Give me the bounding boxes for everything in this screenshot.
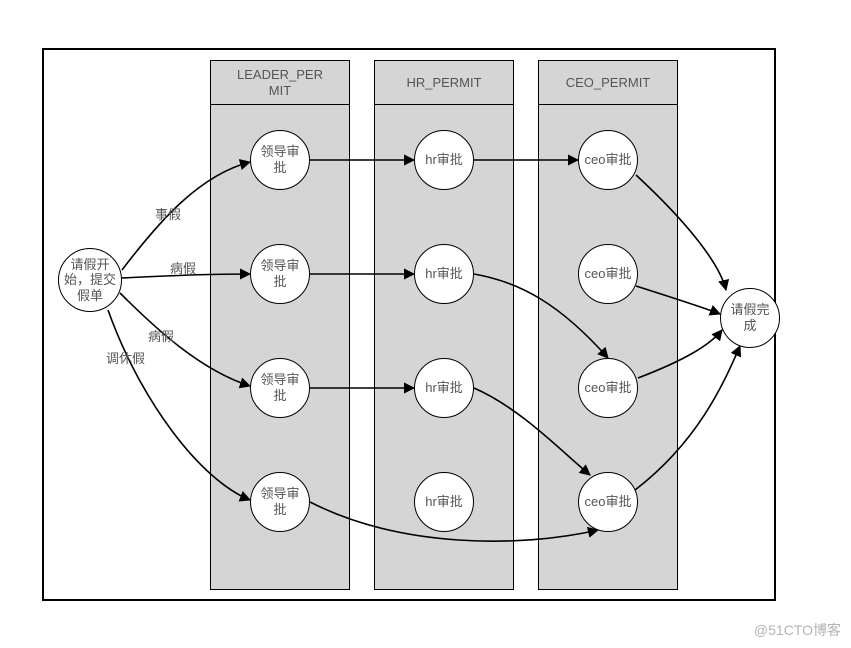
node-ceo3: ceo审批	[578, 358, 638, 418]
column-header-ceo: CEO_PERMIT	[539, 61, 677, 105]
node-leader1: 领导审批	[250, 130, 310, 190]
node-ceo4: ceo审批	[578, 472, 638, 532]
node-hr1: hr审批	[414, 130, 474, 190]
node-label-start: 请假开始，提交假单	[63, 257, 117, 304]
watermark: @51CTO博客	[754, 620, 841, 640]
node-label-ceo2: ceo审批	[585, 266, 632, 282]
column-header-hr: HR_PERMIT	[375, 61, 513, 105]
node-label-hr4: hr审批	[425, 494, 463, 510]
node-leader3: 领导审批	[250, 358, 310, 418]
edge-label-1: 病假	[170, 258, 196, 277]
node-start: 请假开始，提交假单	[58, 248, 122, 312]
node-hr2: hr审批	[414, 244, 474, 304]
node-leader2: 领导审批	[250, 244, 310, 304]
node-label-leader1: 领导审批	[255, 144, 305, 175]
edge-label-0: 事假	[155, 204, 181, 223]
node-hr4: hr审批	[414, 472, 474, 532]
edge-label-3: 调休假	[106, 348, 145, 367]
node-label-hr2: hr审批	[425, 266, 463, 282]
node-hr3: hr审批	[414, 358, 474, 418]
node-label-hr1: hr审批	[425, 152, 463, 168]
node-label-leader2: 领导审批	[255, 258, 305, 289]
node-label-ceo4: ceo审批	[585, 494, 632, 510]
node-label-ceo1: ceo审批	[585, 152, 632, 168]
node-label-leader4: 领导审批	[255, 486, 305, 517]
node-ceo1: ceo审批	[578, 130, 638, 190]
node-leader4: 领导审批	[250, 472, 310, 532]
node-label-hr3: hr审批	[425, 380, 463, 396]
node-label-leader3: 领导审批	[255, 372, 305, 403]
edge-label-2: 病假	[148, 326, 174, 345]
column-header-leader: LEADER_PERMIT	[211, 61, 349, 105]
node-ceo2: ceo审批	[578, 244, 638, 304]
node-label-end: 请假完成	[725, 302, 775, 333]
node-end: 请假完成	[720, 288, 780, 348]
node-label-ceo3: ceo审批	[585, 380, 632, 396]
